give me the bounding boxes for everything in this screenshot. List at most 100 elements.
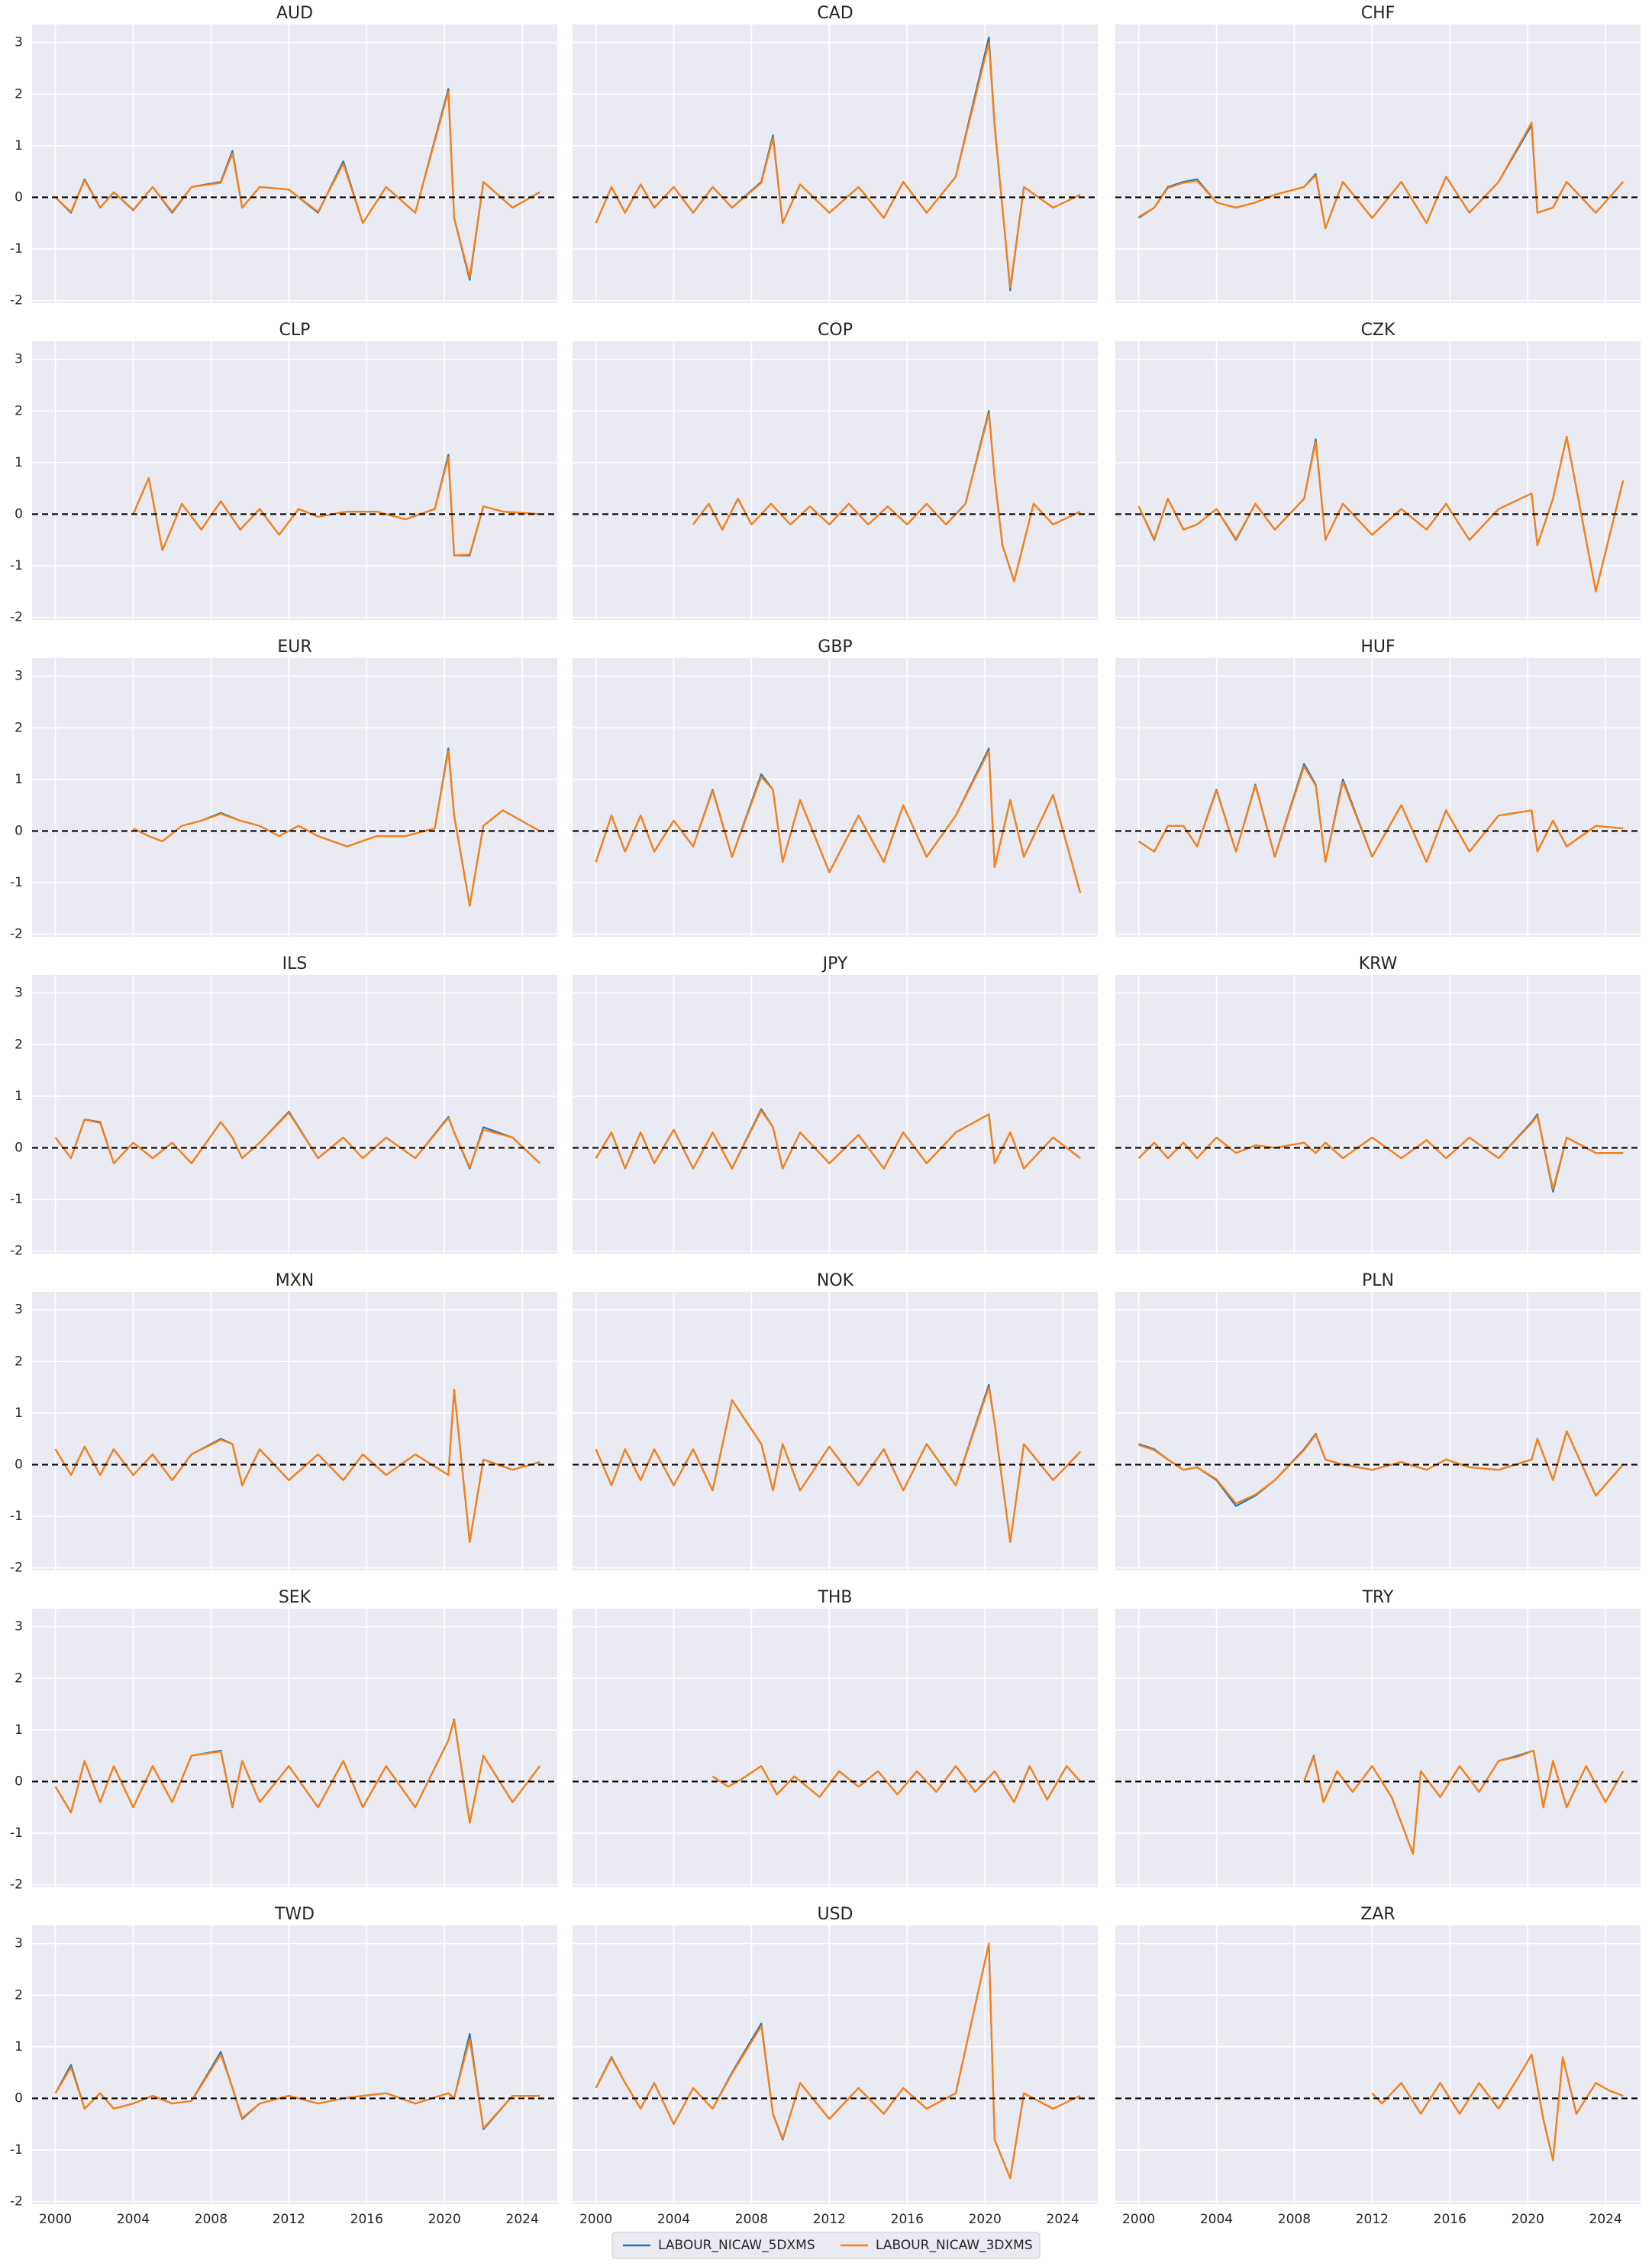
panel-background bbox=[573, 658, 1098, 937]
x-tick-label: 2000 bbox=[579, 2212, 612, 2227]
x-tick-label: 2008 bbox=[735, 2212, 768, 2227]
series-line bbox=[132, 457, 540, 557]
y-tick-label: -1 bbox=[10, 2142, 23, 2158]
panel-title: NOK bbox=[817, 1271, 854, 1290]
series-line bbox=[54, 1389, 540, 1543]
y-tick-label: -1 bbox=[10, 241, 23, 257]
series-line bbox=[595, 41, 1081, 289]
y-tick-label: 3 bbox=[15, 1619, 23, 1635]
legend-label: LABOUR_NICAW_5DXMS bbox=[658, 2238, 815, 2253]
y-tick-label: -1 bbox=[10, 1509, 23, 1524]
y-tick-label: 2 bbox=[15, 1987, 23, 2003]
panel-background bbox=[32, 658, 557, 937]
y-tick-label: 1 bbox=[15, 2039, 23, 2055]
y-tick-label: -2 bbox=[10, 927, 23, 942]
y-tick-label: -1 bbox=[10, 1825, 23, 1841]
panel-title: TRY bbox=[1362, 1588, 1394, 1607]
panel-title: SEK bbox=[279, 1588, 311, 1607]
y-tick-label: 0 bbox=[15, 823, 23, 838]
x-tick-label: 2016 bbox=[891, 2212, 924, 2227]
panel-background bbox=[573, 1292, 1098, 1570]
y-tick-label: -2 bbox=[10, 293, 23, 308]
x-tick-label: 2000 bbox=[39, 2212, 72, 2227]
panel-title: CLP bbox=[279, 321, 311, 340]
panel-background bbox=[1115, 658, 1641, 937]
panel-background bbox=[573, 975, 1098, 1254]
x-tick-label: 2012 bbox=[1356, 2212, 1389, 2227]
y-tick-label: -2 bbox=[10, 610, 23, 625]
y-tick-label: 3 bbox=[15, 35, 23, 50]
y-tick-label: -2 bbox=[10, 1561, 23, 1576]
y-tick-label: 2 bbox=[15, 1037, 23, 1052]
series-line bbox=[595, 750, 1082, 893]
series-line bbox=[1137, 1115, 1624, 1190]
panel-title: THB bbox=[817, 1588, 852, 1607]
panel-background bbox=[1115, 975, 1641, 1254]
y-tick-label: 2 bbox=[15, 403, 23, 418]
y-tick-label: 1 bbox=[15, 1406, 23, 1421]
legend-box bbox=[611, 2232, 1041, 2259]
y-tick-label: -1 bbox=[10, 558, 23, 573]
panel-background bbox=[1115, 341, 1641, 620]
panel-background bbox=[32, 24, 557, 303]
panel-title: HUF bbox=[1360, 638, 1395, 657]
series-line bbox=[1138, 1430, 1624, 1505]
panel-title: CHF bbox=[1361, 4, 1395, 23]
panel-title: AUD bbox=[276, 4, 313, 23]
y-tick-label: 0 bbox=[15, 1774, 23, 1789]
panel-background bbox=[573, 341, 1098, 620]
y-tick-label: 0 bbox=[15, 1140, 23, 1155]
x-tick-label: 2020 bbox=[1512, 2212, 1544, 2227]
series-line bbox=[54, 1719, 540, 1824]
panel-title: USD bbox=[817, 1905, 853, 1924]
series-line bbox=[1303, 1749, 1625, 1855]
panel-background bbox=[573, 1925, 1098, 2204]
y-tick-label: -2 bbox=[10, 2194, 23, 2210]
panel-background bbox=[1115, 24, 1641, 303]
y-tick-label: 3 bbox=[15, 1936, 23, 1951]
x-tick-label: 2024 bbox=[1589, 2212, 1622, 2227]
series-line bbox=[692, 412, 1081, 583]
panel-title: MXN bbox=[276, 1271, 315, 1290]
y-tick-label: 2 bbox=[15, 1670, 23, 1686]
x-tick-label: 2016 bbox=[1434, 2212, 1466, 2227]
x-tick-label: 2020 bbox=[428, 2212, 461, 2227]
series-line bbox=[1138, 121, 1624, 230]
panel-title: EUR bbox=[277, 638, 311, 657]
y-tick-label: 1 bbox=[15, 1089, 23, 1104]
series-line bbox=[54, 1112, 540, 1169]
panel-background bbox=[32, 341, 557, 620]
panel-background bbox=[1115, 1292, 1641, 1570]
x-tick-label: 2004 bbox=[657, 2212, 690, 2227]
x-tick-label: 2004 bbox=[117, 2212, 150, 2227]
y-tick-label: 3 bbox=[15, 352, 23, 367]
panel-title: ILS bbox=[282, 954, 308, 973]
panel-background bbox=[573, 24, 1098, 303]
y-tick-label: 0 bbox=[15, 506, 23, 521]
legend-label: LABOUR_NICAW_3DXMS bbox=[876, 2238, 1033, 2253]
panel-title: GBP bbox=[818, 638, 852, 657]
y-tick-label: 1 bbox=[15, 772, 23, 787]
x-tick-label: 2012 bbox=[813, 2212, 846, 2227]
y-tick-label: 3 bbox=[15, 986, 23, 1001]
panel-title: COP bbox=[818, 321, 853, 340]
y-tick-label: 0 bbox=[15, 1457, 23, 1472]
series-line bbox=[1137, 435, 1625, 592]
panel-title: KRW bbox=[1359, 954, 1398, 973]
y-tick-label: -2 bbox=[10, 1877, 23, 1893]
panel-title: CAD bbox=[817, 4, 853, 23]
y-tick-label: 3 bbox=[15, 1302, 23, 1318]
x-tick-label: 2012 bbox=[273, 2212, 305, 2227]
series-line bbox=[711, 1765, 1081, 1803]
panel-title: CZK bbox=[1361, 321, 1395, 340]
panel-background bbox=[32, 1925, 557, 2204]
x-tick-label: 2020 bbox=[969, 2212, 1002, 2227]
y-tick-label: 3 bbox=[15, 669, 23, 684]
y-tick-label: 1 bbox=[15, 1722, 23, 1738]
series-line bbox=[595, 1942, 1081, 2180]
series-line bbox=[595, 1109, 1081, 1170]
x-tick-label: 2024 bbox=[1047, 2212, 1079, 2227]
panel-title: ZAR bbox=[1360, 1905, 1395, 1924]
y-tick-label: 1 bbox=[15, 455, 23, 470]
